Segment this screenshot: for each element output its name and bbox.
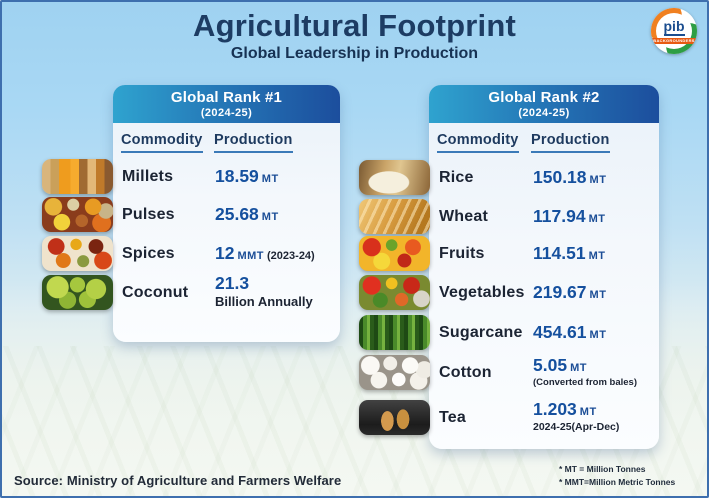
value-number: 12 [215,242,235,263]
value-number: 21.3 [215,273,250,294]
value-note: 2024-25(Apr-Dec) [533,421,620,434]
rank1-title: Global Rank #1 [170,89,283,107]
table-row: Fruits 114.51 MT [359,235,655,272]
rank1-period: (2024-25) [200,106,253,119]
value-unit: MT [588,212,606,225]
wheat-image [359,199,430,234]
table-row: Vegetables 219.67 MT [359,274,655,311]
production-value: 21.3 Billion Annually [215,273,336,310]
millets-image [42,159,113,194]
value-number: 18.59 [215,165,259,186]
commodity-label: Millets [122,167,174,185]
rank2-period: (2024-25) [518,106,570,119]
commodity-label: Vegetables [439,283,525,301]
value-year-note: (2023-24) [267,249,315,262]
value-number: 454.61 [533,321,587,342]
table-row: Wheat 117.94 MT [359,198,655,235]
rank1-card-header: Global Rank #1 (2024-25) [113,85,340,123]
value-number: 219.67 [533,281,587,302]
page-title: Agricultural Footprint [193,8,516,43]
commodity-label: Tea [439,408,466,426]
value-number: 117.94 [533,205,586,226]
production-value: 12 MMT (2023-24) [215,242,336,263]
table-row: Tea 1.203 MT 2024-25(Apr-Dec) [359,399,655,436]
commodity-label: Rice [439,168,474,186]
value-number: 150.18 [533,166,587,187]
rank2-card: Global Rank #2 (2024-25) Commodity Produ… [359,85,659,449]
commodity-label: Coconut [122,283,189,301]
pib-logo-text: pib [663,17,685,36]
footnote-mt: * MT = Million Tonnes [559,464,646,474]
production-value: 114.51 MT [533,242,655,263]
rank2-card-header: Global Rank #2 (2024-25) [429,85,659,123]
footnote-mmt: * MMT=Million Metric Tonnes [559,476,676,487]
rank2-title: Global Rank #2 [488,89,600,107]
value-unit: MT [588,249,606,262]
value-number: 114.51 [533,242,586,263]
coconut-image [42,275,113,310]
value-unit: MT [261,210,279,223]
production-value: 18.59 MT [215,165,336,186]
value-note: (Converted from bales) [533,376,637,388]
table-row: Millets 18.59 MT [42,158,336,195]
value-number: 1.203 [533,399,577,420]
production-value: 219.67 MT [533,281,655,302]
value-number: 5.05 [533,354,568,375]
value-unit: MT [261,172,279,185]
production-value: 25.68 MT [215,203,336,224]
value-unit: MT [589,328,607,341]
table-row: Coconut 21.3 Billion Annually [42,274,336,311]
pulses-image [42,197,113,232]
value-unit: MT [589,288,607,301]
production-value: 1.203 MT 2024-25(Apr-Dec) [533,399,655,434]
cotton-image [359,355,430,390]
tea-image [359,400,430,435]
page-subtitle: Global Leadership in Production [230,45,479,62]
rank2-commodity-header: Commodity [437,132,519,153]
commodity-label: Spices [122,244,175,262]
table-row: Spices 12 MMT (2023-24) [42,235,336,272]
production-value: 150.18 MT [533,166,655,187]
spices-image [42,236,113,271]
vegetables-image [359,275,430,310]
table-row: Sugarcane 454.61 MT [359,314,655,351]
table-row: Rice 150.18 MT [359,159,655,196]
fruits-image [359,236,430,271]
production-value: 117.94 MT [533,205,655,226]
sugarcane-image [359,315,430,350]
rank2-production-header: Production [531,132,610,153]
commodity-label: Wheat [439,207,488,225]
rank1-card: Global Rank #1 (2024-25) Commodity Produ… [42,85,340,342]
commodity-label: Cotton [439,363,492,381]
pib-logo: pib BACKGROUNDERS [651,8,697,54]
pib-logo-banner: BACKGROUNDERS [651,37,697,44]
production-value: 454.61 MT [533,321,655,342]
value-unit: MMT [237,249,265,262]
rank1-production-header: Production [214,132,293,153]
value-number: 25.68 [215,203,259,224]
production-value: 5.05 MT (Converted from bales) [533,354,655,388]
table-row: Pulses 25.68 MT [42,196,336,233]
commodity-label: Pulses [122,205,175,223]
value-unit: MT [570,361,587,374]
table-row: Cotton 5.05 MT (Converted from bales) [359,354,655,391]
commodity-label: Sugarcane [439,323,523,341]
footnotes: * MT = Million Tonnes * MMT=Million Metr… [559,463,675,489]
source-text: Source: Ministry of Agriculture and Farm… [14,473,342,488]
value-unit: MT [579,406,597,419]
pib-logo-inner: pib BACKGROUNDERS [651,13,697,49]
value-note: Billion Annually [215,294,313,310]
rice-image [359,160,430,195]
rank1-commodity-header: Commodity [121,132,203,153]
value-unit: MT [589,173,607,186]
commodity-label: Fruits [439,244,485,262]
